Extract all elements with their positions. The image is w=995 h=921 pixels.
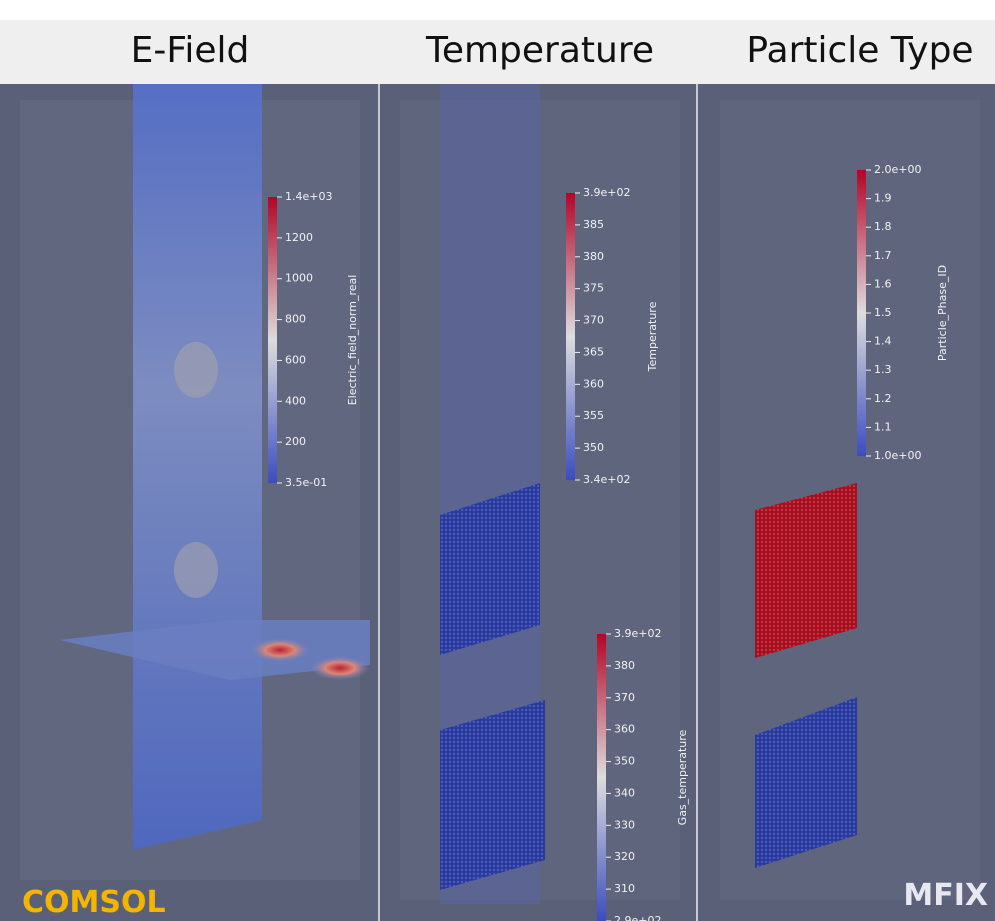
colorbar-tick-label: 1.4e+03 [285,190,332,203]
colorbar [566,193,575,480]
colorbar-tick-label: 3.5e-01 [285,476,327,489]
colorbar-tick-label: 385 [583,218,604,231]
colorbar-tick-label: 2.0e+00 [874,163,921,176]
colorbar-tick-label: 1.1 [874,420,892,433]
colorbar-tick-label: 1.9 [874,192,892,205]
colorbar-tick-label: 360 [583,377,604,390]
colorbar-tick-label: 1.2 [874,392,892,405]
colorbar-tick-label: 350 [614,755,635,768]
colorbar-tick-label: 1.4 [874,335,892,348]
colorbar [857,170,866,456]
page: E-Field Temperature Particle Type COMSOL… [0,0,995,921]
colorbar-tick-label: 340 [614,786,635,799]
colorbar-tick-label: 380 [614,659,635,672]
colorbar-tick-label: 2.9e+02 [614,914,661,921]
colorbar-tick-label: 355 [583,409,604,422]
colorbar-tick-label: 310 [614,882,635,895]
panel-title: Particle Type [746,30,973,71]
colorbar-tick-label: 1.3 [874,363,892,376]
colorbar-tick-label: 1.8 [874,220,892,233]
colorbar-tick-label: 1.6 [874,277,892,290]
colorbar-tick-label: 1.7 [874,249,892,262]
particle-geometry [720,100,980,900]
colorbar-tick-label: 375 [583,282,604,295]
panel-title: Temperature [425,30,654,71]
colorbar-title: Electric_field_norm_real [346,275,359,406]
colorbar-tick-label: 350 [583,441,604,454]
colorbar-tick-label: 380 [583,250,604,263]
colorbar-title: Temperature [646,301,659,372]
colorbar-tick-label: 800 [285,313,306,326]
colorbar-title: Particle_Phase_ID [936,265,949,361]
figure: E-Field Temperature Particle Type COMSOL… [0,0,995,921]
colorbar-tick-label: 330 [614,818,635,831]
colorbar-tick-label: 365 [583,345,604,358]
footer-label: MFIX [903,878,988,913]
colorbar-tick-label: 600 [285,353,306,366]
colorbar-tick-label: 200 [285,435,306,448]
colorbar-tick-label: 3.9e+02 [614,627,661,640]
footer-label: COMSOL [22,885,166,920]
colorbar-tick-label: 320 [614,850,635,863]
temperature-geometry [400,84,680,904]
colorbar-tick-label: 1000 [285,272,313,285]
colorbar-tick-label: 370 [583,314,604,327]
colorbar-tick-label: 3.9e+02 [583,186,630,199]
colorbar-tick-label: 360 [614,723,635,736]
panel-title: E-Field [131,30,250,71]
colorbar-tick-label: 3.4e+02 [583,473,630,486]
colorbar-tick-label: 370 [614,691,635,704]
colorbar-tick-label: 1.0e+00 [874,449,921,462]
colorbar-tick-label: 400 [285,394,306,407]
colorbar-tick-label: 1200 [285,231,313,244]
colorbar-title: Gas_temperature [676,729,689,825]
colorbar-tick-label: 1.5 [874,306,892,319]
colorbar [268,197,277,483]
colorbar [597,634,606,921]
